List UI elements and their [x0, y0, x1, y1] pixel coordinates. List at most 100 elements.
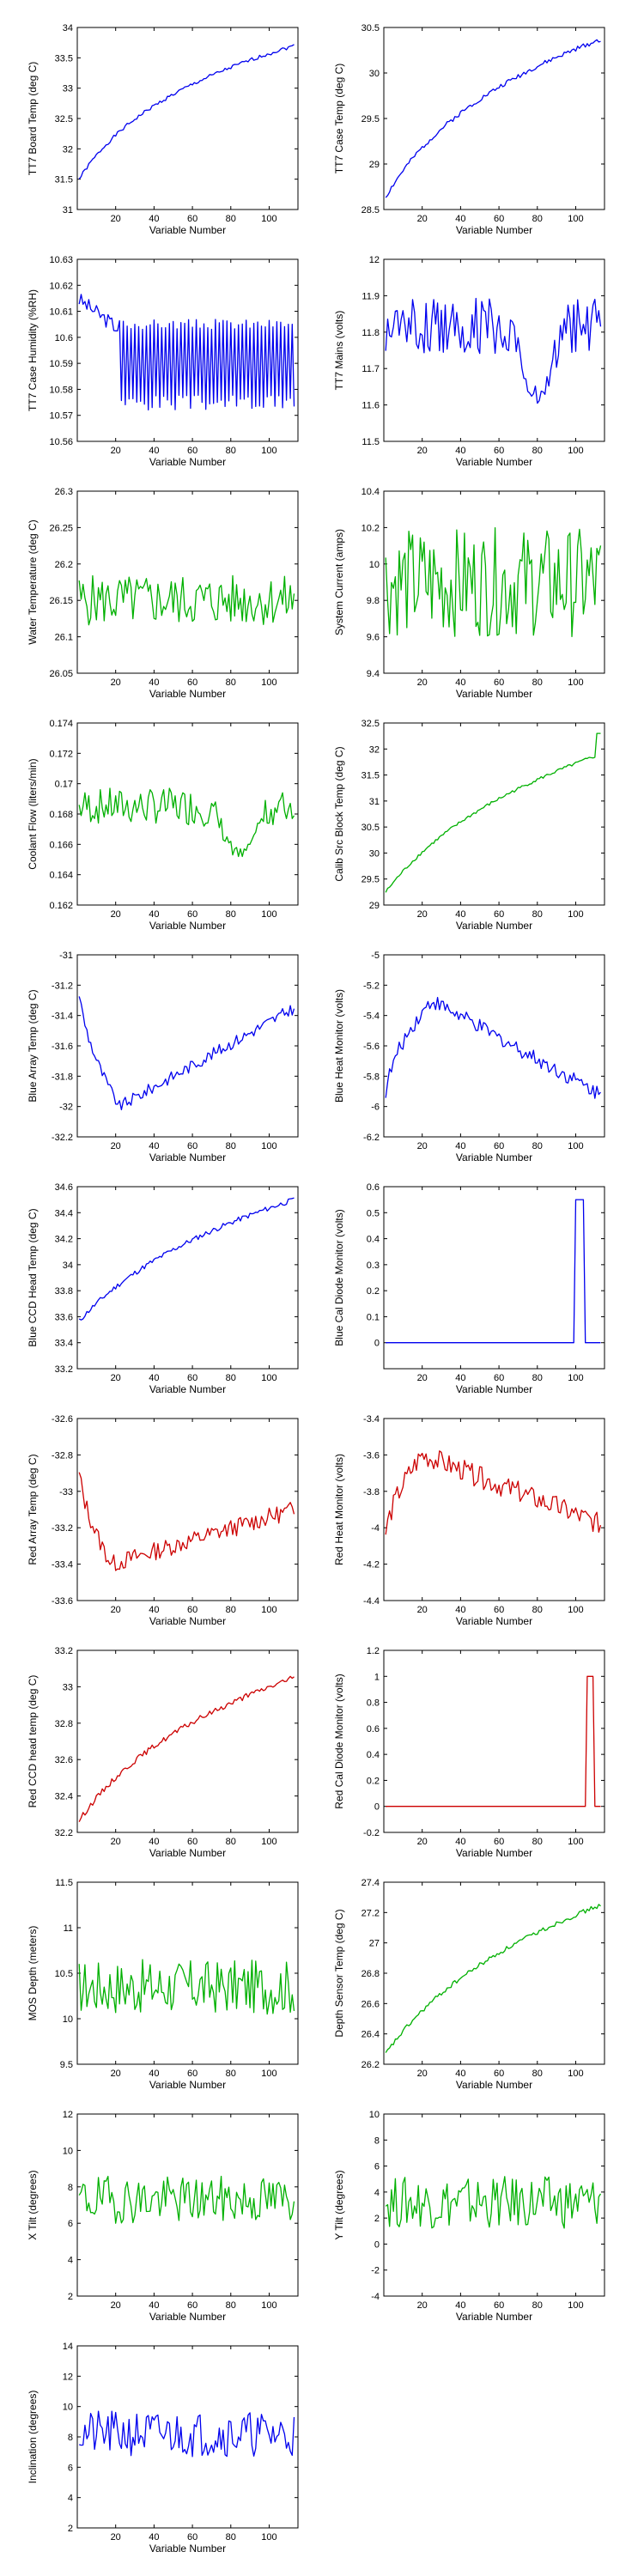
- y-tick-label: 26.1: [55, 633, 73, 643]
- x-tick-label: 80: [532, 214, 543, 224]
- y-tick-label: 0.174: [49, 719, 73, 729]
- chart-16: 20 40 60 80 100 -0.2 0 0.2 0.4 0.6 0.8 1 1.2 Variable…: [333, 1646, 605, 1859]
- y-tick-label: 26.4: [361, 2030, 380, 2040]
- y-tick-label: 33.4: [55, 1339, 73, 1349]
- y-axis-label: Water Temperature (deg C): [27, 519, 39, 644]
- x-tick-label: 20: [111, 1141, 121, 1151]
- y-tick-label: 33.6: [55, 1312, 73, 1322]
- y-tick-label: 32.6: [55, 1755, 73, 1765]
- plot-frame: [76, 27, 299, 210]
- x-tick-label: 20: [417, 214, 428, 224]
- y-tick-label: 8: [68, 2433, 73, 2443]
- x-tick-label: 40: [149, 1141, 159, 1151]
- x-tick-label: 60: [187, 1373, 197, 1383]
- y-tick-label: 32: [369, 744, 380, 755]
- x-tick-label: 100: [568, 1605, 583, 1615]
- y-tick-label: -33.6: [52, 1596, 73, 1607]
- x-tick-label: 80: [226, 1373, 236, 1383]
- y-tick-label: 34.2: [55, 1235, 73, 1245]
- chart-3: 20 40 60 80 100 10.56 10.57 10.58 10.59 10.6 10.61…: [27, 255, 299, 468]
- x-tick-label: 20: [417, 1373, 428, 1383]
- x-tick-label: 80: [532, 446, 543, 456]
- x-tick-label: 100: [261, 214, 276, 224]
- y-tick-label: -5.6: [363, 1042, 380, 1052]
- y-tick-label: 10.62: [49, 281, 73, 291]
- x-tick-label: 20: [111, 909, 121, 920]
- x-tick-label: 40: [149, 2069, 159, 2079]
- y-tick-label: 9.5: [60, 2060, 73, 2070]
- x-tick-label: 80: [532, 677, 543, 688]
- x-tick-label: 60: [187, 2532, 197, 2543]
- y-tick-label: 26.2: [361, 2060, 380, 2070]
- y-tick-label: -2: [371, 2266, 380, 2276]
- x-tick-label: 20: [111, 677, 121, 688]
- x-tick-label: 40: [455, 214, 465, 224]
- y-tick-label: 2: [68, 2524, 73, 2534]
- y-tick-label: 0.2: [367, 1776, 380, 1786]
- y-tick-label: 10: [63, 2146, 73, 2156]
- y-axis-label: Red Heat Monitor (volts): [333, 1454, 345, 1565]
- y-tick-label: 26.8: [361, 1969, 380, 1979]
- y-tick-label: 8: [68, 2183, 73, 2193]
- y-tick-label: 2: [374, 2214, 380, 2224]
- x-tick-label: 60: [187, 1837, 197, 1847]
- plot-frame: [383, 27, 605, 210]
- y-tick-label: -31.4: [52, 1012, 73, 1022]
- y-axis-label: Red Cal Diode Monitor (volts): [333, 1674, 345, 1808]
- y-tick-label: 31: [369, 797, 380, 807]
- x-tick-label: 60: [187, 214, 197, 224]
- y-tick-label: 10.5: [55, 1969, 73, 1979]
- chart-15: 20 40 60 80 100 32.2 32.4 32.6 32.8 33 33.2 Variabl…: [27, 1646, 299, 1859]
- x-tick-label: 20: [417, 1141, 428, 1151]
- y-axis-label: Coolant Flow (liters/min): [27, 758, 39, 869]
- x-axis-label: Variable Number: [149, 2311, 226, 2323]
- y-tick-label: -31.8: [52, 1072, 73, 1082]
- series-line-1: [78, 294, 295, 411]
- y-tick-label: 2: [68, 2292, 73, 2302]
- y-tick-label: 9.8: [367, 596, 380, 606]
- series-line-1: [385, 1450, 602, 1535]
- y-tick-label: 8: [374, 2136, 380, 2146]
- series-line-1: [78, 44, 295, 179]
- x-tick-label: 100: [568, 214, 583, 224]
- series-line-1: [78, 1472, 295, 1571]
- y-axis-label: TT7 Case Temp (deg C): [333, 64, 345, 174]
- y-tick-label: 29: [369, 901, 380, 911]
- y-axis-label: Depth Sensor Temp (deg C): [333, 1909, 345, 2037]
- y-tick-label: 12: [63, 2110, 73, 2120]
- chart-11: 20 40 60 80 100 33.2 33.4 33.6 33.8 34 34.2 34.4 34.…: [27, 1182, 299, 1395]
- y-tick-label: 26.2: [55, 560, 73, 570]
- y-tick-label: 29.5: [361, 114, 380, 125]
- y-tick-label: 34.6: [55, 1182, 73, 1193]
- y-tick-label: -33.2: [52, 1523, 73, 1534]
- y-tick-label: -4.2: [363, 1560, 380, 1571]
- x-tick-label: 20: [111, 1373, 121, 1383]
- y-tick-label: 33.8: [55, 1286, 73, 1297]
- x-tick-label: 20: [111, 446, 121, 456]
- x-tick-label: 60: [494, 1605, 504, 1615]
- chart-17: 20 40 60 80 100 9.5 10 10.5 11 11.5 Variable Numbe…: [27, 1878, 299, 2091]
- x-tick-label: 80: [226, 2300, 236, 2311]
- plot-frame: [383, 722, 605, 906]
- x-tick-label: 60: [187, 1141, 197, 1151]
- series-line-1: [78, 1959, 295, 2015]
- x-tick-label: 20: [417, 1605, 428, 1615]
- series-line-1: [78, 2175, 295, 2224]
- x-tick-label: 80: [226, 214, 236, 224]
- x-tick-label: 100: [261, 446, 276, 456]
- x-tick-label: 40: [149, 1373, 159, 1383]
- y-tick-label: 30: [369, 848, 380, 859]
- y-tick-label: -31.2: [52, 981, 73, 991]
- y-tick-label: 9.4: [367, 669, 380, 679]
- plot-frame: [383, 1881, 605, 2065]
- x-tick-label: 80: [532, 2300, 543, 2311]
- x-tick-label: 100: [261, 2532, 276, 2543]
- x-tick-label: 40: [455, 2069, 465, 2079]
- series-line-1: [385, 39, 601, 198]
- x-tick-label: 40: [455, 677, 465, 688]
- x-tick-label: 40: [149, 677, 159, 688]
- x-tick-label: 80: [532, 1373, 543, 1383]
- y-tick-label: 0: [374, 2239, 380, 2250]
- plot-frame: [76, 490, 299, 674]
- plot-frame: [383, 954, 605, 1138]
